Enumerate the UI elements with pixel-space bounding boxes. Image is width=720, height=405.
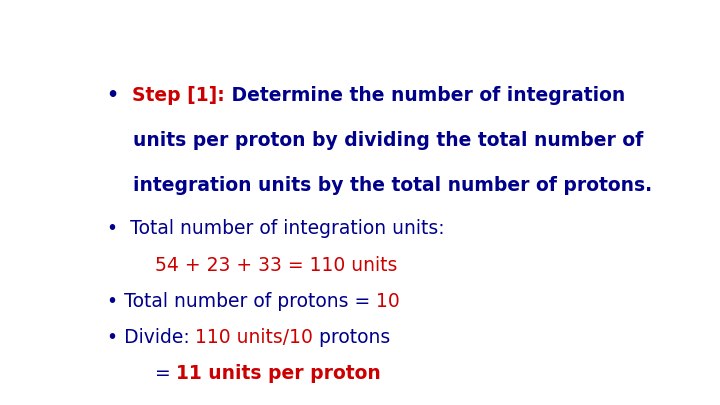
Text: • Total number of protons =: • Total number of protons = xyxy=(107,292,376,311)
Text: 10: 10 xyxy=(376,292,400,311)
Text: 54 + 23 + 33 = 110 units: 54 + 23 + 33 = 110 units xyxy=(107,256,397,275)
Text: Step [1]:: Step [1]: xyxy=(132,86,225,105)
Text: • Divide:: • Divide: xyxy=(107,328,196,347)
Text: •  Total number of integration units:: • Total number of integration units: xyxy=(107,219,444,238)
Text: Determine the number of integration: Determine the number of integration xyxy=(225,86,625,105)
Text: integration units by the total number of protons.: integration units by the total number of… xyxy=(107,177,652,196)
Text: protons: protons xyxy=(313,328,391,347)
Text: =: = xyxy=(107,364,176,383)
Text: •: • xyxy=(107,86,132,105)
Text: 11 units per proton: 11 units per proton xyxy=(176,364,382,383)
Text: 110 units/10: 110 units/10 xyxy=(196,328,313,347)
Text: units per proton by dividing the total number of: units per proton by dividing the total n… xyxy=(107,131,643,150)
